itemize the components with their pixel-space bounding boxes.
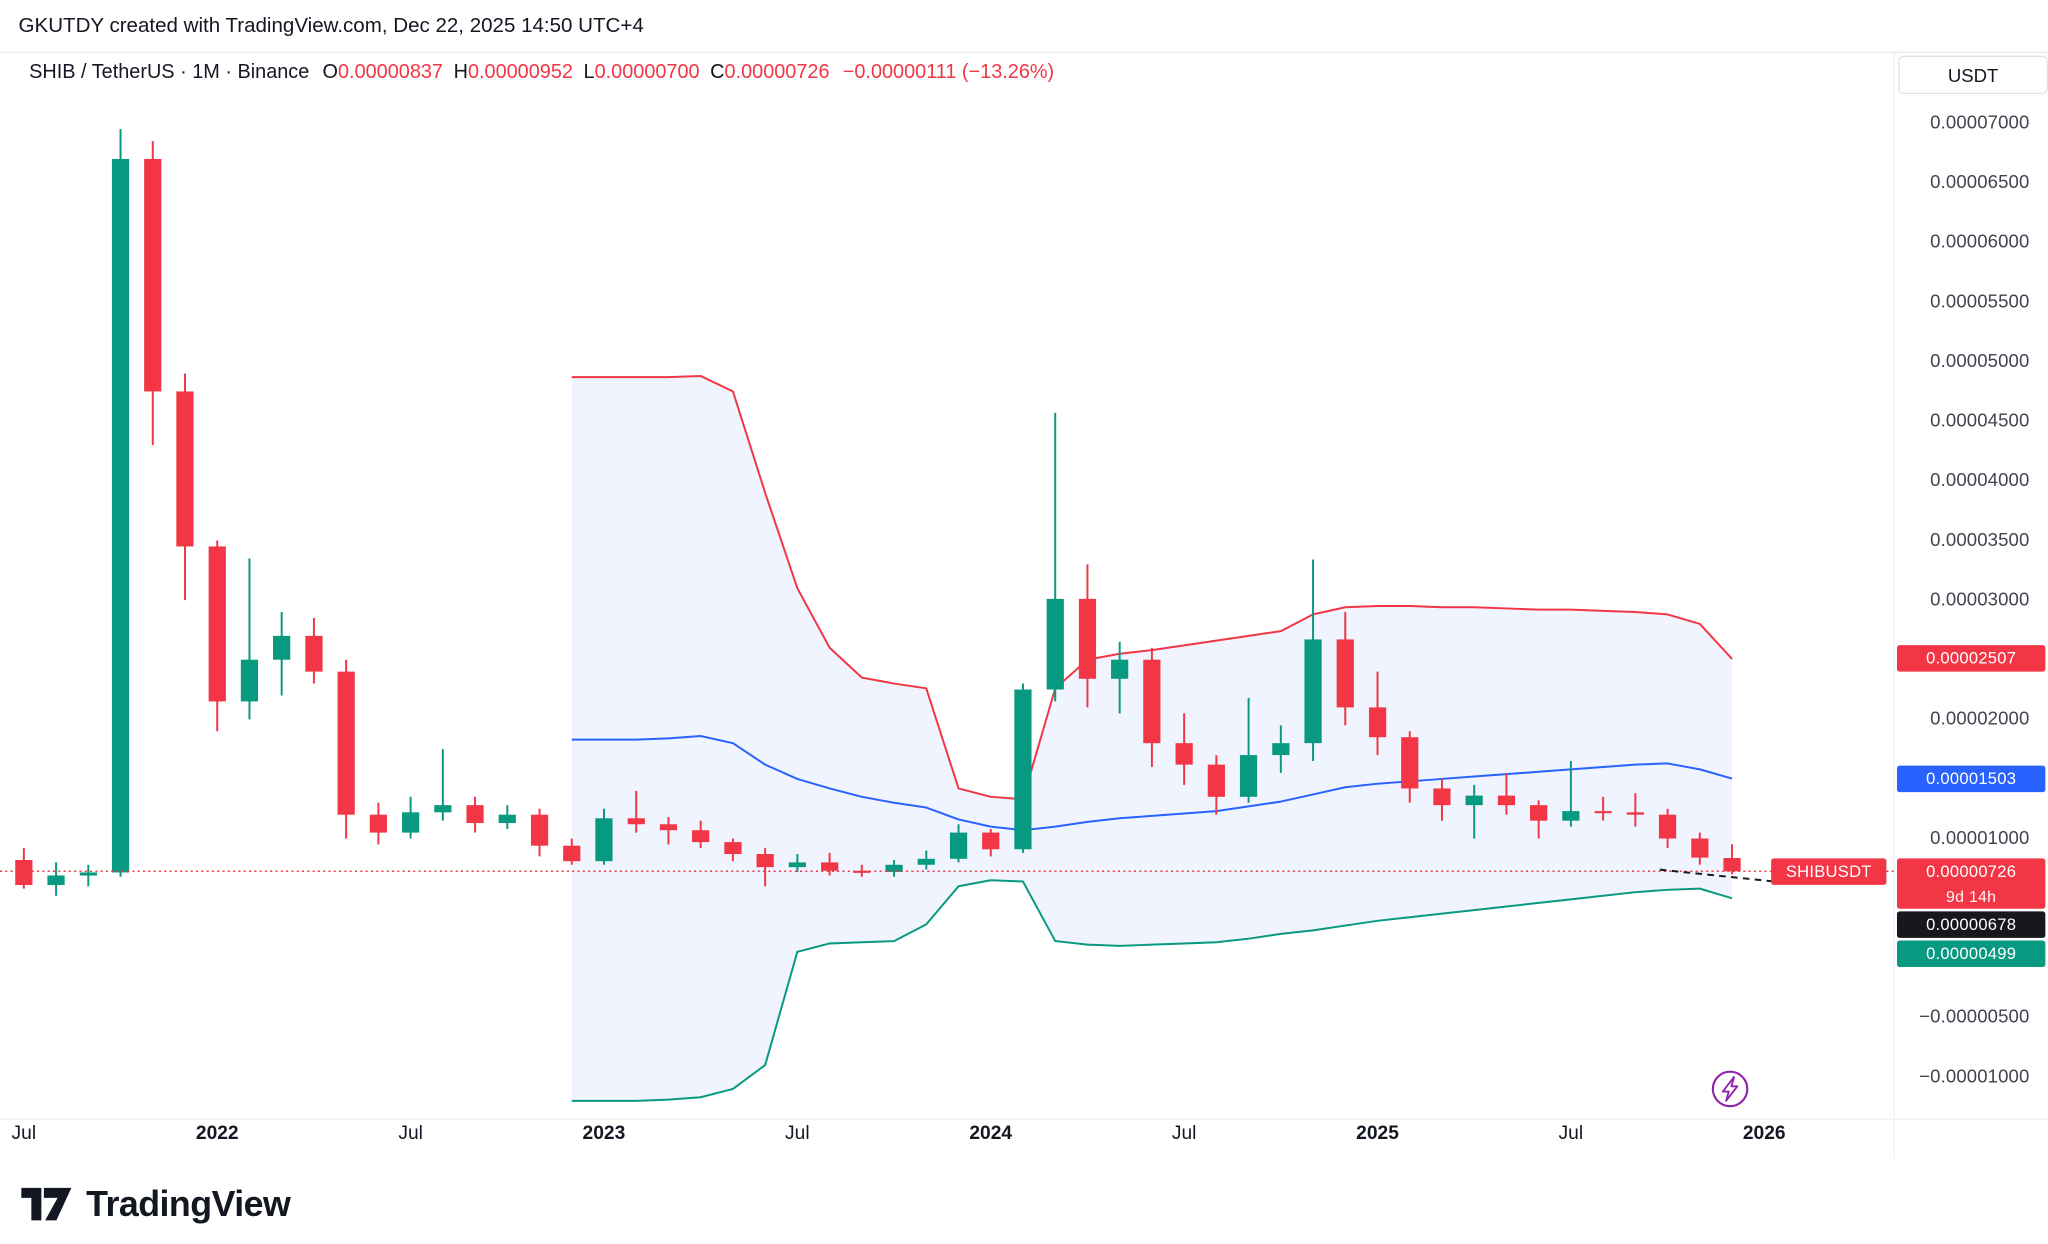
candle	[1143, 647, 1161, 768]
candle	[756, 848, 774, 887]
tradingview-logo[interactable]: TradingView	[19, 1182, 291, 1227]
candle	[1304, 559, 1322, 762]
tradingview-wordmark: TradingView	[86, 1183, 291, 1224]
candle	[949, 824, 968, 863]
candle	[1401, 731, 1419, 803]
candle	[1497, 772, 1516, 815]
candle	[1368, 671, 1387, 756]
candle	[1336, 612, 1354, 726]
bb-basis-line	[571, 735, 1733, 832]
candle	[498, 805, 516, 830]
candle	[1626, 793, 1644, 827]
candle	[176, 373, 194, 601]
attribution-text: GKUTDY created with TradingView.com, Dec…	[18, 13, 644, 37]
candle	[563, 838, 581, 865]
ohlc-open-label: O	[322, 60, 339, 84]
bb-lower-line	[571, 879, 1733, 1102]
tradingview-logo-icon	[21, 1187, 72, 1221]
candle	[1207, 755, 1225, 815]
candle	[1111, 641, 1129, 714]
symbol-title[interactable]: SHIB / TetherUS · 1M · Binance	[29, 60, 310, 84]
chart-legend: SHIB / TetherUS · 1M · Binance O0.000008…	[29, 61, 1054, 84]
change-readout: −0.00000111 (−13.26%)	[842, 60, 1055, 84]
candle	[47, 862, 65, 896]
candle	[1433, 778, 1451, 821]
candle	[692, 820, 710, 849]
candle	[15, 848, 33, 889]
candle	[1014, 683, 1032, 853]
candle	[627, 790, 645, 833]
candle	[788, 854, 806, 872]
candle	[1046, 412, 1064, 702]
candle	[79, 864, 97, 887]
candle	[1272, 725, 1290, 773]
candle	[1175, 713, 1193, 785]
flash-button[interactable]	[1711, 1070, 1749, 1108]
candle	[273, 612, 291, 696]
candle	[821, 852, 839, 876]
ohlc-high-label: H	[453, 60, 468, 84]
candle	[885, 860, 903, 877]
flash-circle	[1711, 1070, 1749, 1108]
currency-usdt-button[interactable]: USDT	[1898, 55, 2048, 95]
candle	[1594, 796, 1612, 821]
ohlc-high: H0.00000952	[454, 61, 573, 84]
candle	[305, 617, 323, 684]
candle	[1658, 808, 1677, 849]
candle	[240, 558, 259, 720]
ohlc-open: O0.00000837	[323, 61, 443, 84]
ohlc-close: C0.00000726	[710, 61, 829, 84]
ohlc-low-label: L	[583, 60, 595, 84]
candle	[402, 796, 420, 839]
candle	[337, 659, 355, 839]
ohlc-close-value: 0.00000726	[724, 60, 830, 84]
candle	[1078, 564, 1097, 708]
attribution-bar: GKUTDY created with TradingView.com, Dec…	[0, 0, 2048, 53]
candle	[1465, 784, 1483, 839]
candle	[1723, 844, 1741, 875]
candle	[530, 808, 549, 857]
ohlc-open-value: 0.00000837	[338, 60, 443, 84]
candle	[724, 838, 742, 862]
candle	[434, 749, 452, 821]
ohlc-high-value: 0.00000952	[467, 60, 573, 84]
candle	[1562, 761, 1580, 827]
candle	[853, 864, 871, 877]
candle	[595, 808, 613, 865]
candle	[208, 540, 226, 732]
candle	[1530, 800, 1548, 839]
candle	[144, 141, 162, 446]
ohlc-low-value: 0.00000700	[594, 60, 700, 84]
candle	[982, 829, 1000, 857]
candle	[1239, 697, 1258, 803]
candle	[111, 129, 130, 877]
candle	[466, 796, 484, 833]
dashed-level-line	[1659, 868, 1776, 883]
lightning-bolt-icon	[1721, 1076, 1739, 1102]
ohlc-low: L0.00000700	[584, 61, 700, 84]
candle	[917, 850, 935, 870]
ohlc-close-label: C	[710, 60, 725, 84]
candle	[659, 817, 678, 845]
candle	[369, 802, 387, 845]
candle	[1691, 832, 1709, 865]
symbol-price-label: SHIBUSDT	[1771, 858, 1887, 885]
